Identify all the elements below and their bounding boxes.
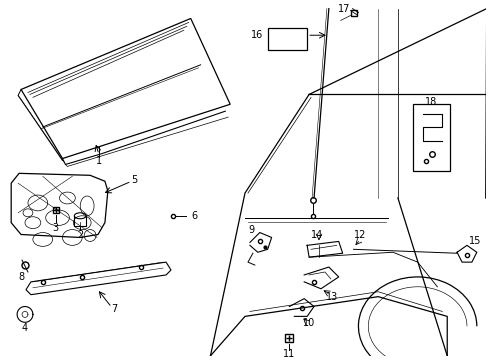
Text: 14: 14 [310,230,323,240]
Text: 15: 15 [468,237,480,246]
Bar [267,28,306,50]
Text: 16: 16 [250,30,262,40]
Text: 12: 12 [353,230,366,240]
Text: 6: 6 [191,211,198,221]
Text: 1: 1 [96,156,102,166]
Text: 4: 4 [22,323,28,333]
Bar [412,104,449,171]
Text: 7: 7 [111,305,118,315]
Text: 3: 3 [52,222,59,233]
Text: 17: 17 [337,4,349,14]
Text: 11: 11 [283,349,295,359]
Text: 2: 2 [77,230,83,240]
Text: 9: 9 [248,225,254,235]
Text: 5: 5 [131,175,137,185]
Text: 8: 8 [18,272,24,282]
Text: 13: 13 [325,292,337,302]
Text: 18: 18 [425,97,437,107]
Text: 10: 10 [303,318,315,328]
